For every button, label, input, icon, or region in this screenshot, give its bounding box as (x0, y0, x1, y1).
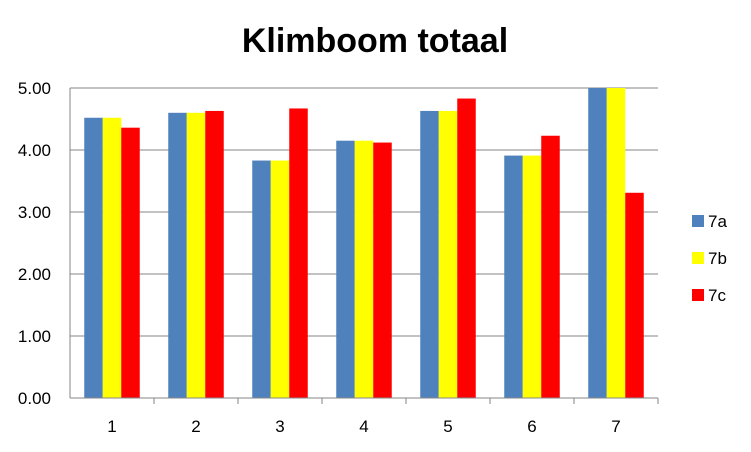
bar-7b-6 (522, 155, 542, 398)
bar-7b-3 (270, 160, 290, 398)
y-tick-label: 0.00 (18, 389, 51, 408)
bar-7a-2 (168, 112, 187, 399)
chart-title: Klimboom totaal (242, 22, 508, 60)
legend-swatch-7a (692, 215, 704, 227)
x-tick-label: 7 (611, 417, 620, 436)
bar-7c-6 (541, 135, 560, 399)
x-tick-label: 1 (107, 417, 116, 436)
bar-7c-1 (121, 127, 140, 399)
bar-7b-1 (102, 117, 122, 398)
y-axis-tick-labels: 0.00 1.00 2.00 3.00 4.00 5.00 (18, 79, 51, 408)
bars (84, 88, 644, 399)
y-tick-label: 1.00 (18, 327, 51, 346)
y-tick-label: 3.00 (18, 203, 51, 222)
bar-7c-4 (373, 142, 392, 398)
bar-7a-1 (84, 117, 103, 398)
bar-7a-6 (504, 155, 523, 398)
bar-7a-5 (420, 110, 439, 398)
legend-label-7b: 7b (708, 249, 727, 268)
legend-swatch-7b (692, 252, 704, 264)
bar-7b-5 (438, 110, 458, 398)
x-tick-label: 5 (443, 417, 452, 436)
legend-label-7c: 7c (708, 286, 726, 305)
bar-7b-2 (186, 112, 206, 399)
x-tick-label: 2 (191, 417, 200, 436)
legend-swatch-7c (692, 289, 704, 301)
bar-7a-3 (252, 160, 271, 398)
bar-7c-5 (457, 98, 476, 398)
bar-7c-2 (205, 110, 224, 398)
bar-7c-7 (625, 192, 644, 398)
x-tick-label: 6 (527, 417, 536, 436)
bar-7a-7 (588, 88, 607, 398)
x-axis-tick-labels: 1 2 3 4 5 6 7 (107, 417, 620, 436)
y-tick-label: 4.00 (18, 141, 51, 160)
legend: 7a 7b 7c (692, 212, 727, 305)
x-tick-label: 3 (275, 417, 284, 436)
y-tick-label: 5.00 (18, 79, 51, 98)
x-tick-label: 4 (359, 417, 368, 436)
bar-7b-4 (354, 140, 374, 398)
bar-7a-4 (336, 140, 355, 398)
bar-7c-3 (289, 108, 308, 399)
bar-7b-7 (606, 88, 626, 398)
y-tick-label: 2.00 (18, 265, 51, 284)
legend-label-7a: 7a (708, 212, 727, 231)
x-axis (69, 88, 659, 404)
